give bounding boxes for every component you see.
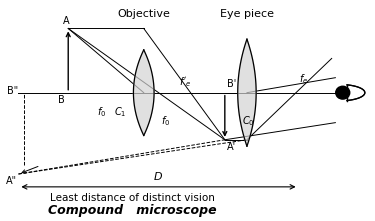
Text: $f_0$: $f_0$ [161,114,171,128]
Text: A": A" [6,176,16,186]
Text: D: D [154,171,163,181]
Polygon shape [134,50,154,135]
Polygon shape [238,39,256,146]
Text: Objective: Objective [117,9,170,19]
Text: B: B [58,95,64,105]
Text: $C_1$: $C_1$ [114,105,126,119]
Text: A': A' [227,142,237,152]
Text: $f_e$: $f_e$ [298,72,308,86]
Text: B": B" [7,86,18,95]
Text: $C_0$: $C_0$ [242,114,255,128]
Text: $f'_e$: $f'_e$ [179,76,192,90]
Text: B': B' [226,80,236,90]
Text: $f_0$: $f_0$ [97,105,106,119]
Text: Compound   microscope: Compound microscope [48,204,217,217]
Text: Least distance of distinct vision: Least distance of distinct vision [50,192,215,203]
Text: A: A [63,16,70,26]
Text: Eye piece: Eye piece [220,9,274,19]
Ellipse shape [336,86,350,99]
